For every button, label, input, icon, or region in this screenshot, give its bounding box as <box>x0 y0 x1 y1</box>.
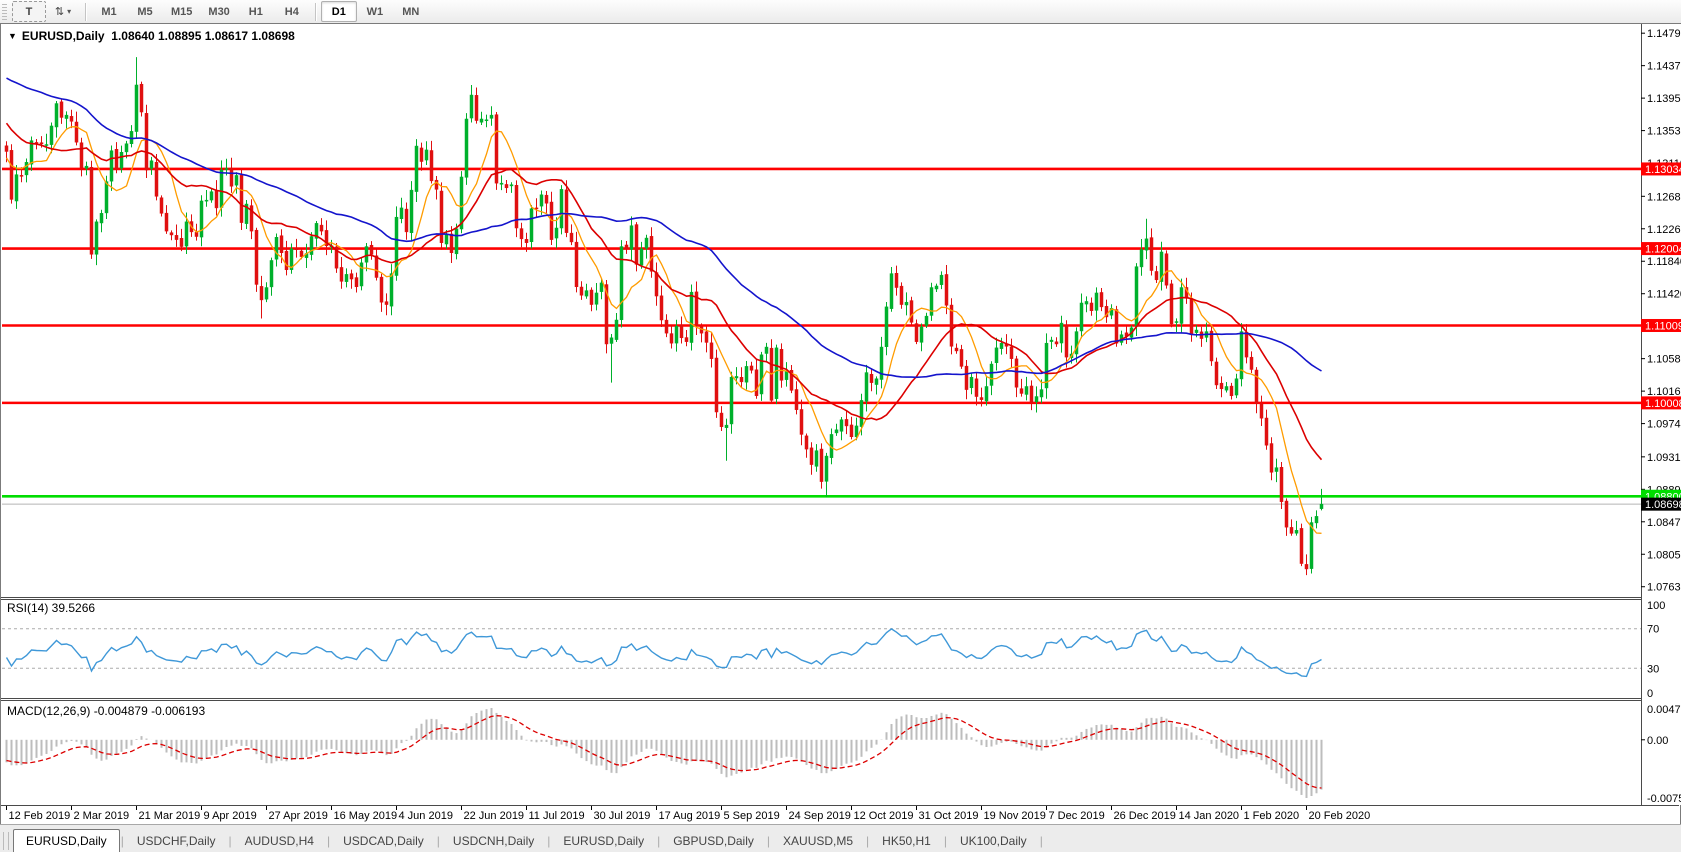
svg-text:9 Apr 2019: 9 Apr 2019 <box>204 810 257 822</box>
chart-ohlc-values: 1.08640 1.08895 1.08617 1.08698 <box>111 29 295 43</box>
svg-text:5 Sep 2019: 5 Sep 2019 <box>724 810 780 822</box>
rsi-line <box>7 629 1322 677</box>
svg-text:30 Jul 2019: 30 Jul 2019 <box>594 810 651 822</box>
svg-text:1 Feb 2020: 1 Feb 2020 <box>1244 810 1300 822</box>
svg-text:30: 30 <box>1647 663 1659 675</box>
price-chart[interactable]: 1.147901.143701.139501.135301.131101.126… <box>0 0 1681 824</box>
svg-text:14 Jan 2020: 14 Jan 2020 <box>1179 810 1240 822</box>
svg-text:1.09740: 1.09740 <box>1647 419 1681 431</box>
chart-title: ▼ EURUSD,Daily 1.08640 1.08895 1.08617 1.… <box>8 29 295 43</box>
svg-text:1.14790: 1.14790 <box>1647 28 1681 40</box>
svg-text:70: 70 <box>1647 624 1659 636</box>
svg-text:1.11420: 1.11420 <box>1647 289 1681 301</box>
chart-tab-eurusd-daily[interactable]: EURUSD,Daily <box>13 829 120 852</box>
svg-text:19 Nov 2019: 19 Nov 2019 <box>984 810 1046 822</box>
svg-text:1.14370: 1.14370 <box>1647 61 1681 73</box>
svg-text:17 Aug 2019: 17 Aug 2019 <box>659 810 721 822</box>
panel-frames <box>1 24 1679 806</box>
chart-tab-eurusd-daily[interactable]: EURUSD,Daily <box>551 831 656 852</box>
svg-text:2 Mar 2019: 2 Mar 2019 <box>74 810 130 822</box>
chart-tab-usdcad-daily[interactable]: USDCAD,Daily <box>331 831 436 852</box>
macd-indicator-label: MACD(12,26,9) -0.004879 -0.006193 <box>7 704 205 718</box>
ma-fast <box>7 127 1322 534</box>
svg-text:1.10160: 1.10160 <box>1647 386 1681 398</box>
svg-text:1.12260: 1.12260 <box>1647 224 1681 236</box>
svg-text:1.08698: 1.08698 <box>1645 499 1681 511</box>
svg-text:26 Dec 2019: 26 Dec 2019 <box>1114 810 1176 822</box>
svg-text:16 May 2019: 16 May 2019 <box>334 810 398 822</box>
svg-text:0: 0 <box>1647 688 1653 700</box>
svg-text:31 Oct 2019: 31 Oct 2019 <box>919 810 979 822</box>
svg-text:7 Dec 2019: 7 Dec 2019 <box>1049 810 1105 822</box>
ma-slow <box>7 78 1322 377</box>
tabs-container: EURUSD,Daily|USDCHF,Daily|AUDUSD,H4|USDC… <box>13 827 1044 852</box>
svg-text:1.10580: 1.10580 <box>1647 354 1681 366</box>
chart-tab-usdcnh-daily[interactable]: USDCNH,Daily <box>441 831 546 852</box>
svg-text:22 Jun 2019: 22 Jun 2019 <box>464 810 525 822</box>
chart-tab-audusd-h4[interactable]: AUDUSD,H4 <box>233 831 326 852</box>
svg-text:12 Feb 2019: 12 Feb 2019 <box>9 810 71 822</box>
macd-signal-line <box>7 716 1322 788</box>
chart-symbol-period: EURUSD,Daily <box>22 29 105 43</box>
svg-text:20 Feb 2020: 20 Feb 2020 <box>1309 810 1371 822</box>
svg-text:-0.00758: -0.00758 <box>1647 793 1681 805</box>
svg-text:1.09310: 1.09310 <box>1647 452 1681 464</box>
svg-text:11 Jul 2019: 11 Jul 2019 <box>529 810 585 822</box>
tabbar-grip[interactable] <box>3 832 9 850</box>
svg-text:12 Oct 2019: 12 Oct 2019 <box>854 810 914 822</box>
svg-text:21 Mar 2019: 21 Mar 2019 <box>139 810 201 822</box>
svg-text:100: 100 <box>1647 600 1665 612</box>
ma-medium <box>7 123 1322 460</box>
svg-text:0.004738: 0.004738 <box>1647 704 1681 716</box>
svg-text:1.12004: 1.12004 <box>1645 244 1681 256</box>
svg-text:1.13530: 1.13530 <box>1647 126 1681 138</box>
svg-text:1.11840: 1.11840 <box>1647 256 1681 268</box>
svg-text:1.08470: 1.08470 <box>1647 517 1681 529</box>
svg-text:1.11009: 1.11009 <box>1645 320 1681 332</box>
svg-text:4 Jun 2019: 4 Jun 2019 <box>399 810 453 822</box>
tab-separator: | <box>1039 834 1044 852</box>
macd-pane: 0.004738 0.00 -0.00758 <box>7 704 1681 805</box>
svg-text:1.08050: 1.08050 <box>1647 549 1681 561</box>
chart-tab-bar: EURUSD,Daily|USDCHF,Daily|AUDUSD,H4|USDC… <box>0 824 1681 852</box>
svg-text:1.13034: 1.13034 <box>1645 164 1681 176</box>
chart-tab-usdchf-daily[interactable]: USDCHF,Daily <box>125 831 228 852</box>
chart-tab-uk100-daily[interactable]: UK100,Daily <box>948 831 1039 852</box>
svg-text:24 Sep 2019: 24 Sep 2019 <box>789 810 851 822</box>
chart-tab-hk50-h1[interactable]: HK50,H1 <box>870 831 943 852</box>
moving-averages-layer <box>7 78 1322 533</box>
chart-tab-xauusd-m5[interactable]: XAUUSD,M5 <box>771 831 865 852</box>
svg-text:1.07630: 1.07630 <box>1647 582 1681 594</box>
chart-tab-gbpusd-daily[interactable]: GBPUSD,Daily <box>661 831 766 852</box>
svg-text:1.10008: 1.10008 <box>1645 398 1681 410</box>
svg-text:1.12680: 1.12680 <box>1647 191 1681 203</box>
rsi-indicator-label: RSI(14) 39.5266 <box>7 601 95 615</box>
chart-menu-caret-icon[interactable]: ▼ <box>8 31 17 41</box>
rsi-pane: 100 70 30 0 <box>2 600 1665 700</box>
svg-text:1.13950: 1.13950 <box>1647 93 1681 105</box>
svg-text:27 Apr 2019: 27 Apr 2019 <box>269 810 328 822</box>
svg-text:0.00: 0.00 <box>1647 735 1668 747</box>
